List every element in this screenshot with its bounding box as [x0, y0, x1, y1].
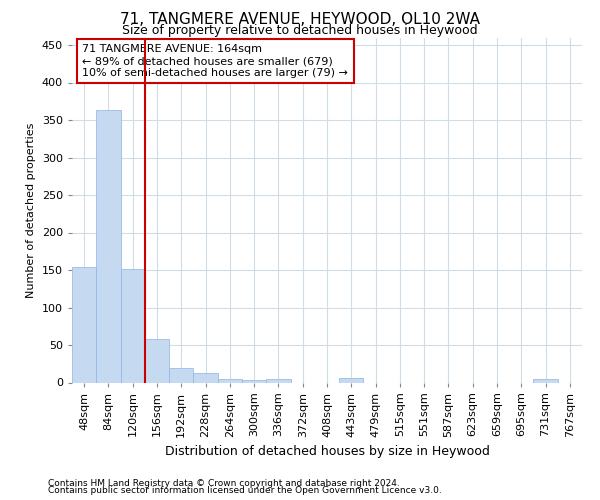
Bar	[72, 267, 96, 382]
X-axis label: Distribution of detached houses by size in Heywood: Distribution of detached houses by size …	[164, 445, 490, 458]
Bar	[266, 379, 290, 382]
Bar	[533, 379, 558, 382]
Y-axis label: Number of detached properties: Number of detached properties	[26, 122, 36, 298]
Bar	[242, 380, 266, 382]
Text: Contains public sector information licensed under the Open Government Licence v3: Contains public sector information licen…	[48, 486, 442, 495]
Bar	[339, 378, 364, 382]
Bar	[96, 110, 121, 382]
Text: 71, TANGMERE AVENUE, HEYWOOD, OL10 2WA: 71, TANGMERE AVENUE, HEYWOOD, OL10 2WA	[120, 12, 480, 28]
Bar	[121, 269, 145, 382]
Text: 71 TANGMERE AVENUE: 164sqm
← 89% of detached houses are smaller (679)
10% of sem: 71 TANGMERE AVENUE: 164sqm ← 89% of deta…	[82, 44, 348, 78]
Text: Size of property relative to detached houses in Heywood: Size of property relative to detached ho…	[122, 24, 478, 37]
Text: Contains HM Land Registry data © Crown copyright and database right 2024.: Contains HM Land Registry data © Crown c…	[48, 478, 400, 488]
Bar	[169, 368, 193, 382]
Bar	[193, 373, 218, 382]
Bar	[145, 339, 169, 382]
Bar	[218, 379, 242, 382]
